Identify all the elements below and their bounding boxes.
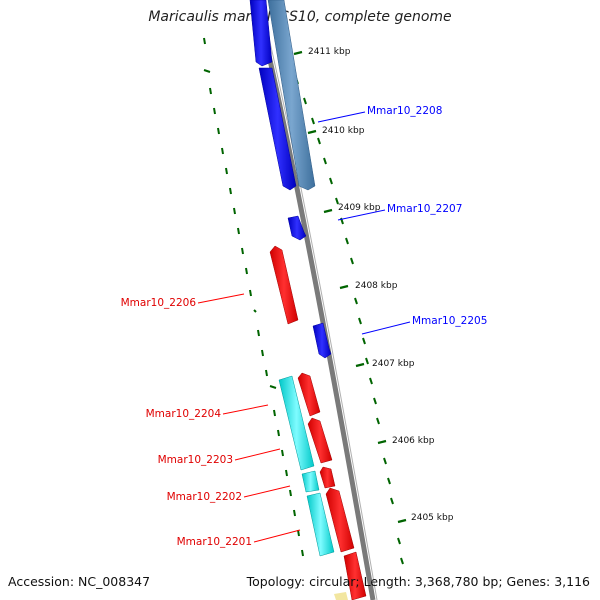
map-title: Maricaulis maris MCS10, complete genome <box>148 9 452 25</box>
ruler-label: 2406 kbp <box>392 436 435 446</box>
ruler-label: 2409 kbp <box>338 203 381 213</box>
leader-lines-right <box>317 111 411 335</box>
gene-mmar10-2207[interactable] <box>287 215 307 241</box>
gene-mmar10-2203-red[interactable] <box>307 417 333 464</box>
gene-bottom-yellow <box>334 592 348 600</box>
genome-backbone-inner <box>259 0 378 600</box>
gene-mmar10-2205[interactable] <box>312 322 332 359</box>
gene-label-right[interactable]: Mmar10_2207 <box>387 203 462 215</box>
gene-label-left[interactable]: Mmar10_2201 <box>177 536 252 548</box>
ruler-label: 2408 kbp <box>355 281 398 291</box>
gene-mmar10-2206[interactable] <box>269 245 299 325</box>
ruler-major-ticks <box>293 50 407 524</box>
genome-summary-text: Topology: circular; Length: 3,368,780 bp… <box>246 574 590 589</box>
gene-mmar10-2208-steelblue[interactable] <box>267 0 316 191</box>
ruler-ticks-right <box>279 39 404 565</box>
ruler-label: 2410 kbp <box>322 126 365 136</box>
gene-label-left[interactable]: Mmar10_2204 <box>146 408 222 420</box>
gene-mmar10-2202-red[interactable] <box>319 466 336 489</box>
ruler-label: 2407 kbp <box>372 359 415 369</box>
gene-mmar10-2208[interactable] <box>249 0 297 191</box>
accession-text: Accession: NC_008347 <box>8 574 151 589</box>
gene-label-right[interactable]: Mmar10_2208 <box>367 105 442 117</box>
gene-cyan-block[interactable] <box>278 375 335 557</box>
gene-label-left[interactable]: Mmar10_2206 <box>121 297 197 309</box>
ruler-ticks-left <box>203 37 304 557</box>
gene-mmar10-2204-red[interactable] <box>297 372 321 417</box>
gene-label-right[interactable]: Mmar10_2205 <box>412 315 487 327</box>
ruler-label: 2405 kbp <box>411 513 454 523</box>
gene-mmar10-2201-red[interactable] <box>325 487 367 600</box>
gene-label-left[interactable]: Mmar10_2202 <box>167 491 242 503</box>
ruler-label: 2411 kbp <box>308 47 351 57</box>
gene-label-left[interactable]: Mmar10_2203 <box>158 454 233 466</box>
leader-lines-left <box>197 293 301 543</box>
